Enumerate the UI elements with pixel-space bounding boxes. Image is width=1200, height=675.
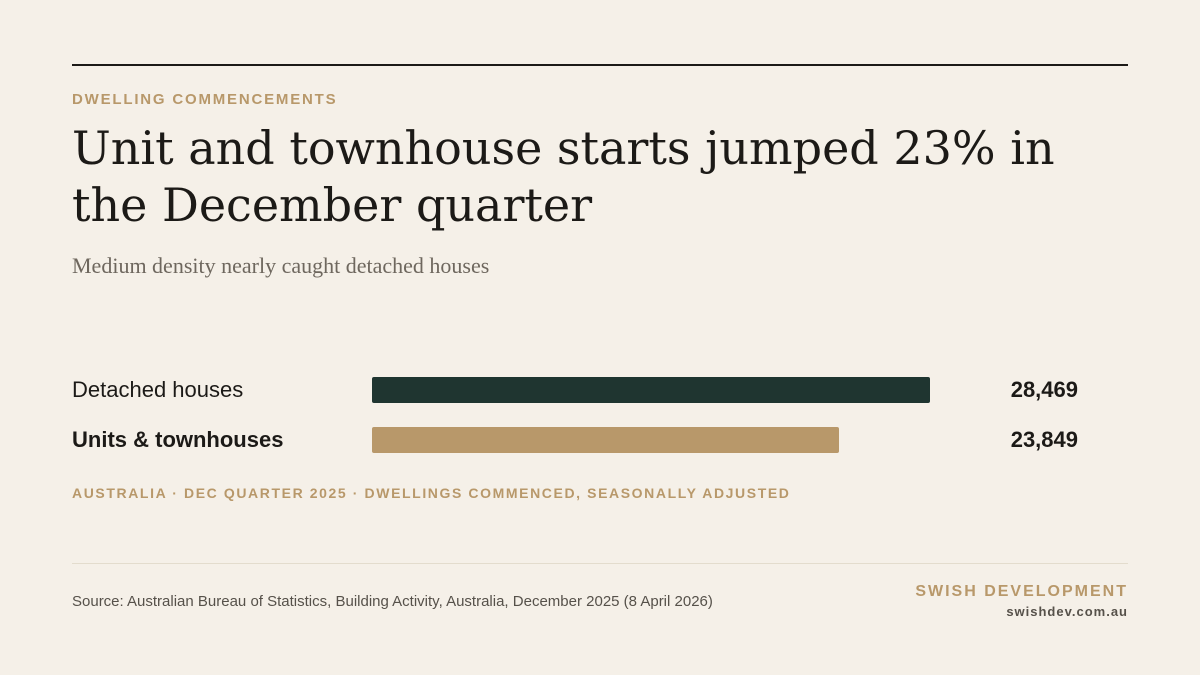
bar <box>372 427 839 453</box>
category-label: Detached houses <box>72 377 244 402</box>
value-label: 23,849 <box>1010 427 1078 452</box>
source-note: Source: Australian Bureau of Statistics,… <box>72 593 713 610</box>
eyebrow-label: DWELLING COMMENCEMENTS <box>72 91 338 108</box>
footer-rule <box>72 563 1128 564</box>
brand-name: SWISH DEVELOPMENT <box>915 583 1128 600</box>
value-label: 28,469 <box>1010 377 1078 402</box>
brand-url: swishdev.com.au <box>1006 604 1128 619</box>
top-rule <box>72 64 1128 66</box>
chart-note: AUSTRALIA · DEC QUARTER 2025 · DWELLINGS… <box>72 485 791 501</box>
category-label: Units & townhouses <box>72 427 284 452</box>
bar <box>372 377 930 403</box>
subtitle: Medium density nearly caught detached ho… <box>72 253 490 278</box>
headline: Unit and townhouse starts jumped 23% in … <box>72 121 1055 232</box>
